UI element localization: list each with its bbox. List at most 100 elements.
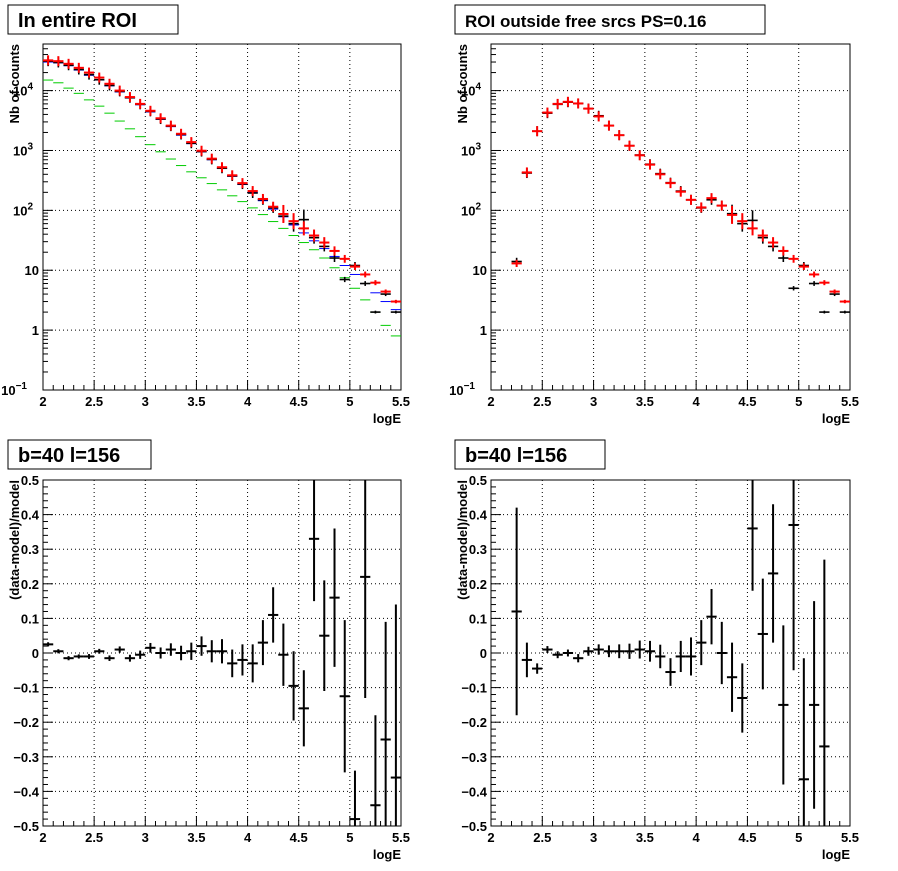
x-tick-label: 4.5 (290, 394, 308, 409)
title-text: In entire ROI (18, 10, 137, 32)
chart-panel-3: 2 2.5 3 3.5 4 4.5 5 5.5 logE −0.5 −0.4 −0.3 −0.2 −0.1… (7, 439, 410, 862)
x-tick-label: 4.5 (738, 394, 756, 409)
y-tick-label: 103 (13, 141, 33, 158)
y-tick-label: 102 (13, 201, 33, 218)
title-box (7, 439, 152, 470)
x-axis-label: logE (822, 847, 850, 862)
x-tick-label: 5.5 (841, 394, 859, 409)
title-box (454, 439, 606, 470)
x-tick-label: 5.5 (392, 394, 410, 409)
y-tick-label: 1 (32, 323, 39, 338)
title-text: b=40 l=156 (465, 445, 567, 467)
x-tick-label: 2 (39, 830, 46, 845)
panel-title: ROI outside free srcs PS=0.16 (454, 4, 766, 35)
plot-frame (490, 479, 851, 827)
y-axis-label: (data-model)/model (7, 480, 22, 600)
x-axis-label: logE (373, 847, 401, 862)
series-4 (43, 55, 401, 304)
y-tick-label: −0.2 (461, 715, 487, 730)
y-tick-label: −0.3 (461, 750, 487, 765)
x-axis: 2 2.5 3 3.5 4 4.5 5 5.5 (39, 816, 410, 845)
x-tick-label: 4 (693, 830, 701, 845)
title-box (454, 4, 766, 35)
series-1 (511, 97, 850, 314)
x-tick-label: 2.5 (533, 394, 551, 409)
y-tick-label: 10 (473, 263, 487, 278)
grid (490, 44, 851, 391)
x-tick-label: 5 (795, 394, 802, 409)
panel-title: b=40 l=156 (7, 439, 152, 470)
chart-panel-4: 2 2.5 3 3.5 4 4.5 5 5.5 logE −0.5 −0.4 −0.3 −0.2 −0.1… (454, 439, 859, 862)
series-2 (511, 96, 850, 304)
x-tick-label: 2.5 (85, 830, 103, 845)
y-tick-label: 10 (25, 263, 39, 278)
y-tick-label: −0.4 (13, 784, 39, 799)
x-tick-label: 2 (487, 394, 494, 409)
y-tick-label: 103 (461, 141, 481, 158)
y-tick-label: −0.5 (13, 819, 39, 834)
x-tick-label: 3 (590, 394, 597, 409)
x-tick-label: 5 (346, 830, 353, 845)
y-axis: −0.5 −0.4 −0.3 −0.2 −0.1 0 0.1 0.2 0.3 0.4 0.5 (461, 473, 501, 834)
y-tick-label: 0.4 (469, 508, 488, 523)
y-tick-label: 0 (32, 646, 39, 661)
y-tick-label: 0.2 (21, 577, 39, 592)
x-axis-label: logE (373, 411, 401, 426)
series-3 (43, 56, 401, 314)
y-tick-label: −0.5 (461, 819, 487, 834)
x-tick-label: 5.5 (841, 830, 859, 845)
y-tick-label: −0.3 (13, 750, 39, 765)
y-tick-label: 0.2 (469, 577, 487, 592)
x-tick-label: 3 (590, 830, 597, 845)
x-tick-label: 2 (39, 394, 46, 409)
x-tick-label: 3.5 (636, 394, 654, 409)
x-tick-label: 3.5 (187, 830, 205, 845)
y-tick-label: 0.1 (21, 611, 39, 626)
x-axis: 2 2.5 3 3.5 4 4.5 5 5.5 (39, 380, 410, 409)
y-tick-label: −0.1 (461, 681, 487, 696)
y-tick-label: −0.4 (461, 784, 487, 799)
y-axis-label: Nb of counts (455, 44, 470, 123)
y-tick-label: 1 (480, 323, 487, 338)
title-text: ROI outside free srcs PS=0.16 (465, 12, 706, 31)
x-tick-label: 3 (142, 394, 149, 409)
x-axis: 2 2.5 3 3.5 4 4.5 5 5.5 (487, 380, 859, 409)
title-text: b=40 l=156 (18, 445, 120, 467)
x-tick-label: 4.5 (738, 830, 756, 845)
x-tick-label: 3 (142, 830, 149, 845)
y-tick-label: 10−1 (449, 381, 475, 398)
series-1 (43, 79, 401, 337)
y-tick-label: 0.1 (469, 611, 487, 626)
x-tick-label: 5.5 (392, 830, 410, 845)
y-tick-label: 0.4 (21, 508, 40, 523)
y-tick-label: 0.5 (21, 473, 39, 488)
x-tick-label: 2.5 (533, 830, 551, 845)
x-tick-label: 5 (346, 394, 353, 409)
grid (42, 44, 402, 391)
y-tick-label: 0 (480, 646, 487, 661)
x-tick-label: 4.5 (290, 830, 308, 845)
y-tick-label: 0.5 (469, 473, 487, 488)
y-tick-label: 0.3 (469, 542, 487, 557)
x-tick-label: 4 (244, 830, 252, 845)
x-axis: 2 2.5 3 3.5 4 4.5 5 5.5 (487, 816, 859, 845)
series-1 (511, 480, 830, 826)
x-axis-label: logE (822, 411, 850, 426)
x-tick-label: 5 (795, 830, 802, 845)
x-tick-label: 3.5 (636, 830, 654, 845)
grid (490, 479, 851, 827)
panel-title: b=40 l=156 (454, 439, 606, 470)
panel-title: In entire ROI (7, 4, 179, 35)
series-2 (43, 61, 401, 311)
x-tick-label: 3.5 (187, 394, 205, 409)
x-tick-label: 4 (244, 394, 252, 409)
plot-frame (490, 43, 851, 391)
plot-frame (42, 43, 402, 391)
title-box (7, 4, 179, 35)
x-tick-label: 4 (693, 394, 701, 409)
series-1 (43, 480, 401, 826)
x-tick-label: 2 (487, 830, 494, 845)
